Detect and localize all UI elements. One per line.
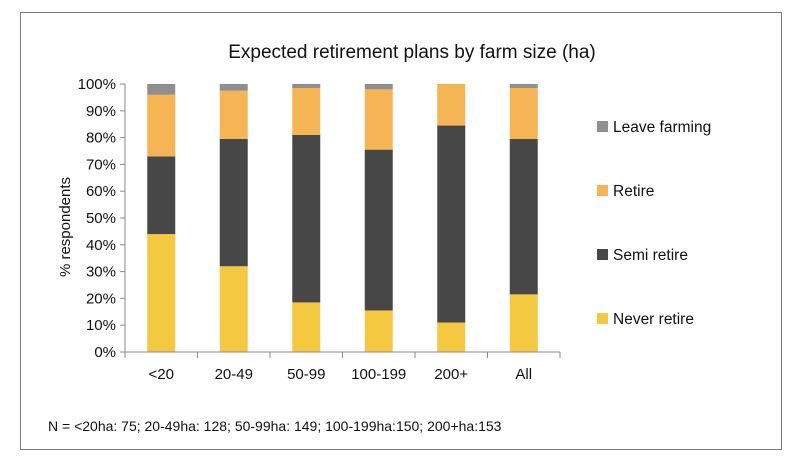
bar-segment	[364, 84, 393, 90]
y-tick-label: 70%	[86, 156, 116, 173]
y-tick-label: 40%	[86, 237, 116, 254]
y-tick-label: 0%	[94, 344, 116, 361]
bar-segment	[147, 94, 176, 157]
bar-segment	[292, 302, 321, 352]
legend-swatch	[597, 185, 608, 196]
y-tick-label: 80%	[86, 130, 116, 147]
bar-segment	[509, 294, 538, 352]
legend-swatch	[597, 121, 608, 132]
bar-segment	[147, 156, 176, 235]
y-tick-label: 30%	[86, 264, 116, 281]
legend-swatch	[597, 313, 608, 324]
x-tick-label: 100-199	[351, 366, 406, 383]
bar-segment	[292, 134, 321, 303]
y-tick-label: 10%	[86, 317, 116, 334]
x-tick-label: 50-99	[287, 366, 325, 383]
y-tick-label: 100%	[78, 76, 116, 93]
bar-segment	[292, 88, 321, 135]
legend-label: Leave farming	[613, 119, 711, 136]
bar-segment	[364, 310, 393, 352]
bar-segment	[219, 90, 248, 139]
bar-segment	[364, 149, 393, 311]
x-tick-label: 20-49	[215, 366, 253, 383]
chart-title: Expected retirement plans by farm size (…	[228, 42, 596, 63]
y-tick-label: 20%	[86, 290, 116, 307]
bar-segment	[364, 89, 393, 150]
bar-segment	[509, 138, 538, 295]
x-tick-label: <20	[149, 366, 174, 383]
legend-label: Semi retire	[613, 247, 688, 264]
x-tick-label: All	[515, 366, 532, 383]
sample-size-footnote: N = <20ha: 75; 20-49ha: 128; 50-99ha: 14…	[48, 418, 502, 434]
bar-segment	[509, 88, 538, 139]
legend-label: Never retire	[613, 311, 694, 328]
y-tick-label: 90%	[86, 103, 116, 120]
legend-label: Retire	[613, 183, 654, 200]
y-tick-label: 50%	[86, 210, 116, 227]
bar-segment	[509, 84, 538, 89]
legend-swatch	[597, 249, 608, 260]
legend: Leave farming Retire Semi retire Never reti…	[597, 119, 711, 328]
bar-segment	[219, 84, 248, 91]
chart-frame	[20, 12, 782, 450]
bar-segment	[292, 84, 321, 89]
bar-segment	[437, 84, 466, 126]
y-axis-label: % respondents	[57, 177, 74, 277]
bar-segment	[437, 322, 466, 352]
bar-segment	[437, 125, 466, 323]
plot-area: 0% 10% 20% 30% 40% 50% 60% 70% 80% 90% 100% <20 20-4…	[78, 76, 561, 383]
bar-segment	[219, 266, 248, 352]
y-tick-label: 60%	[86, 183, 116, 200]
bar-segment	[147, 84, 176, 95]
bar-segment	[147, 234, 176, 352]
bar-segment	[219, 138, 248, 267]
x-tick-label: 200+	[434, 366, 468, 383]
